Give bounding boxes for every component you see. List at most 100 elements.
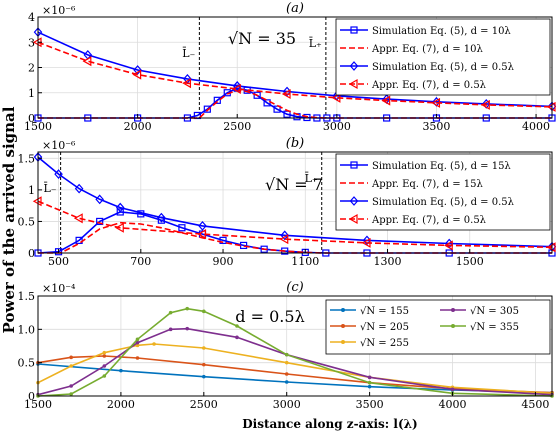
panel-b-series-0-point	[116, 208, 124, 216]
panel-c-series-3-point	[168, 327, 173, 332]
panel-b-legend-label: Simulation Eq. (5), d = 15λ	[372, 161, 511, 172]
panel-c-legend-marker	[341, 324, 345, 328]
panel-a-legend-marker	[349, 61, 359, 71]
panel-a-title: (a)	[286, 1, 304, 16]
panel-c-series-0-point	[367, 384, 372, 389]
panel-a-x-tick-label: 3000	[323, 120, 351, 133]
panel-a-legend-label: Appr. Eq. (7), d = 10λ	[371, 44, 484, 55]
panel-a-series-3-point	[481, 99, 490, 110]
panel-b-series-2-point	[157, 212, 166, 223]
panel-c-legend-label: √N = 205	[360, 322, 409, 333]
panel-b-title: (b)	[286, 136, 304, 151]
panel-c-y-tick-label: 1.5	[18, 290, 36, 303]
panel-a-legend	[335, 18, 551, 96]
panel-c-series-4-point	[235, 324, 239, 328]
panel-b-legend-label: Appr. Eq. (7), d = 0.5λ	[371, 215, 487, 226]
panel-a-series-0-point	[263, 99, 271, 107]
panel-b-series-3-point	[197, 229, 207, 240]
panel-c-legend-label: √N = 155	[360, 306, 409, 317]
panel-c-series-2-point	[135, 343, 140, 348]
panel-a-series-0-point	[213, 96, 221, 104]
panel-b-legend-marker	[349, 196, 359, 206]
panel-a-annotation: √N = 35	[228, 29, 296, 48]
panel-a-legend-label: Simulation Eq. (5), d = 0.5λ	[372, 62, 515, 73]
panel-a-series-0-point	[253, 91, 261, 99]
panel-c-series-3-point	[367, 375, 372, 380]
panel-c-series-line-4	[37, 307, 553, 397]
panel-c-series-3-point	[102, 364, 107, 368]
panel-c-axes-box	[37, 295, 553, 397]
panel-c-series-2-point	[102, 350, 107, 355]
panel-b-legend-label: Appr. Eq. (7), d = 15λ	[371, 179, 484, 190]
panel-c-series-0-point	[119, 368, 123, 373]
panel-c-series-1-point	[135, 356, 140, 360]
panel-b-series-3-point	[115, 222, 124, 233]
panel-a-series-2-point	[481, 98, 491, 109]
panel-b-series-2-point	[198, 220, 207, 231]
panel-c-legend	[325, 299, 551, 355]
panel-c-x-tick-label: 2000	[107, 398, 135, 411]
panel-c-legend-marker	[341, 340, 345, 344]
panel-b-series-line-3	[37, 200, 553, 249]
panel-a-multiplier: ×10⁻⁶	[42, 4, 76, 17]
panel-b-series-3-point	[443, 240, 453, 251]
panel-a-series-0-point	[203, 105, 211, 113]
panel-a-series-3-point	[182, 78, 192, 89]
panel-a-legend-label: Appr. Eq. (7), d = 0.5λ	[371, 80, 487, 91]
panel-a-x-tick-label: 2000	[124, 120, 152, 133]
panel-c-series-0-point	[202, 374, 206, 379]
panel-c-legend-marker	[451, 308, 455, 312]
panel-a-series-3-point	[232, 83, 241, 94]
panel-b-x-tick-label: 500	[48, 255, 69, 268]
panel-c-series-2-point	[69, 364, 73, 368]
panel-a-x-tick-label: 2500	[223, 120, 251, 133]
panel-b-series-0-point	[178, 224, 186, 232]
panel-a-legend-marker	[350, 26, 358, 34]
panel-b-series-2-point	[74, 183, 84, 194]
panel-a-series-3-point	[381, 95, 391, 106]
panel-c-series-0-point	[284, 380, 289, 384]
panel-b-series-3-point	[361, 237, 371, 248]
panel-c-series-3-point	[69, 384, 73, 388]
panel-b-annotation: √N = 7	[265, 175, 323, 194]
panel-c-legend-label: √N = 305	[470, 306, 519, 317]
panel-b-x-tick-label: 1100	[291, 255, 319, 268]
panel-b-series-3-point	[73, 213, 83, 224]
panel-a: L̄₋ L̄₊ 1500 2000 2500 3000 3500 4000 0 1 2 3 4 (a) ×1…	[24, 1, 556, 133]
panel-c-x-tick-label: 3500	[356, 398, 384, 411]
panel-a-threshold-label: L̄₊	[309, 37, 322, 50]
panel-c-series-2-point	[284, 360, 289, 365]
panel-b-series-0-point	[54, 248, 63, 256]
panel-a-y-tick-label: 2	[28, 62, 35, 75]
panel-a-y-tick-label: 1	[28, 87, 35, 100]
panel-c-legend-label: √N = 255	[360, 338, 409, 349]
panel-c-series-4-point	[185, 306, 190, 311]
panel-c-series-3-point	[185, 326, 190, 331]
panel-c-series-2-point	[202, 346, 206, 350]
panel-c-series-3-point	[450, 387, 455, 392]
panel-a-series-2-point	[432, 96, 441, 107]
panel-b-series-0-point	[96, 217, 104, 226]
panel-c-x-tick-label: 4500	[521, 398, 549, 411]
x-axis-label: Distance along z-axis: l(λ)	[242, 417, 418, 431]
panel-c-multiplier: ×10⁻⁴	[42, 282, 76, 295]
panel-c-series-1-point	[284, 372, 289, 376]
panel-b-threshold-label: L̄₋	[43, 182, 56, 195]
panel-a-y-tick-label: 3	[28, 36, 35, 49]
panel-a-series-3-point	[132, 69, 142, 80]
panel-a-series-3-point	[431, 97, 441, 108]
panel-c-series-2-point	[152, 342, 156, 346]
panel-a-series-3-point	[82, 56, 92, 67]
panel-a-x-tick-label: 4000	[522, 120, 550, 133]
panel-a-x-tick-label: 3500	[422, 120, 450, 133]
panel-b-x-tick-label: 1300	[374, 255, 402, 268]
panel-c: 1500 2000 2500 3000 3500 4000 4500 0 0.5 1.0 1.5 (c…	[18, 280, 554, 411]
panel-b-legend	[335, 153, 551, 231]
panel-c-series-1-point	[202, 362, 206, 367]
panel-a-series-line-3	[37, 41, 553, 108]
panel-c-x-tick-label: 1500	[24, 398, 52, 411]
panel-c-title: (c)	[286, 280, 303, 295]
panel-b-y-tick-label: 1	[28, 184, 35, 197]
panel-b: L̄₋ L̄₊ 500 700 900 1100 1300 1500 0 0.5 1 1.5 (b) ×1…	[18, 136, 556, 268]
